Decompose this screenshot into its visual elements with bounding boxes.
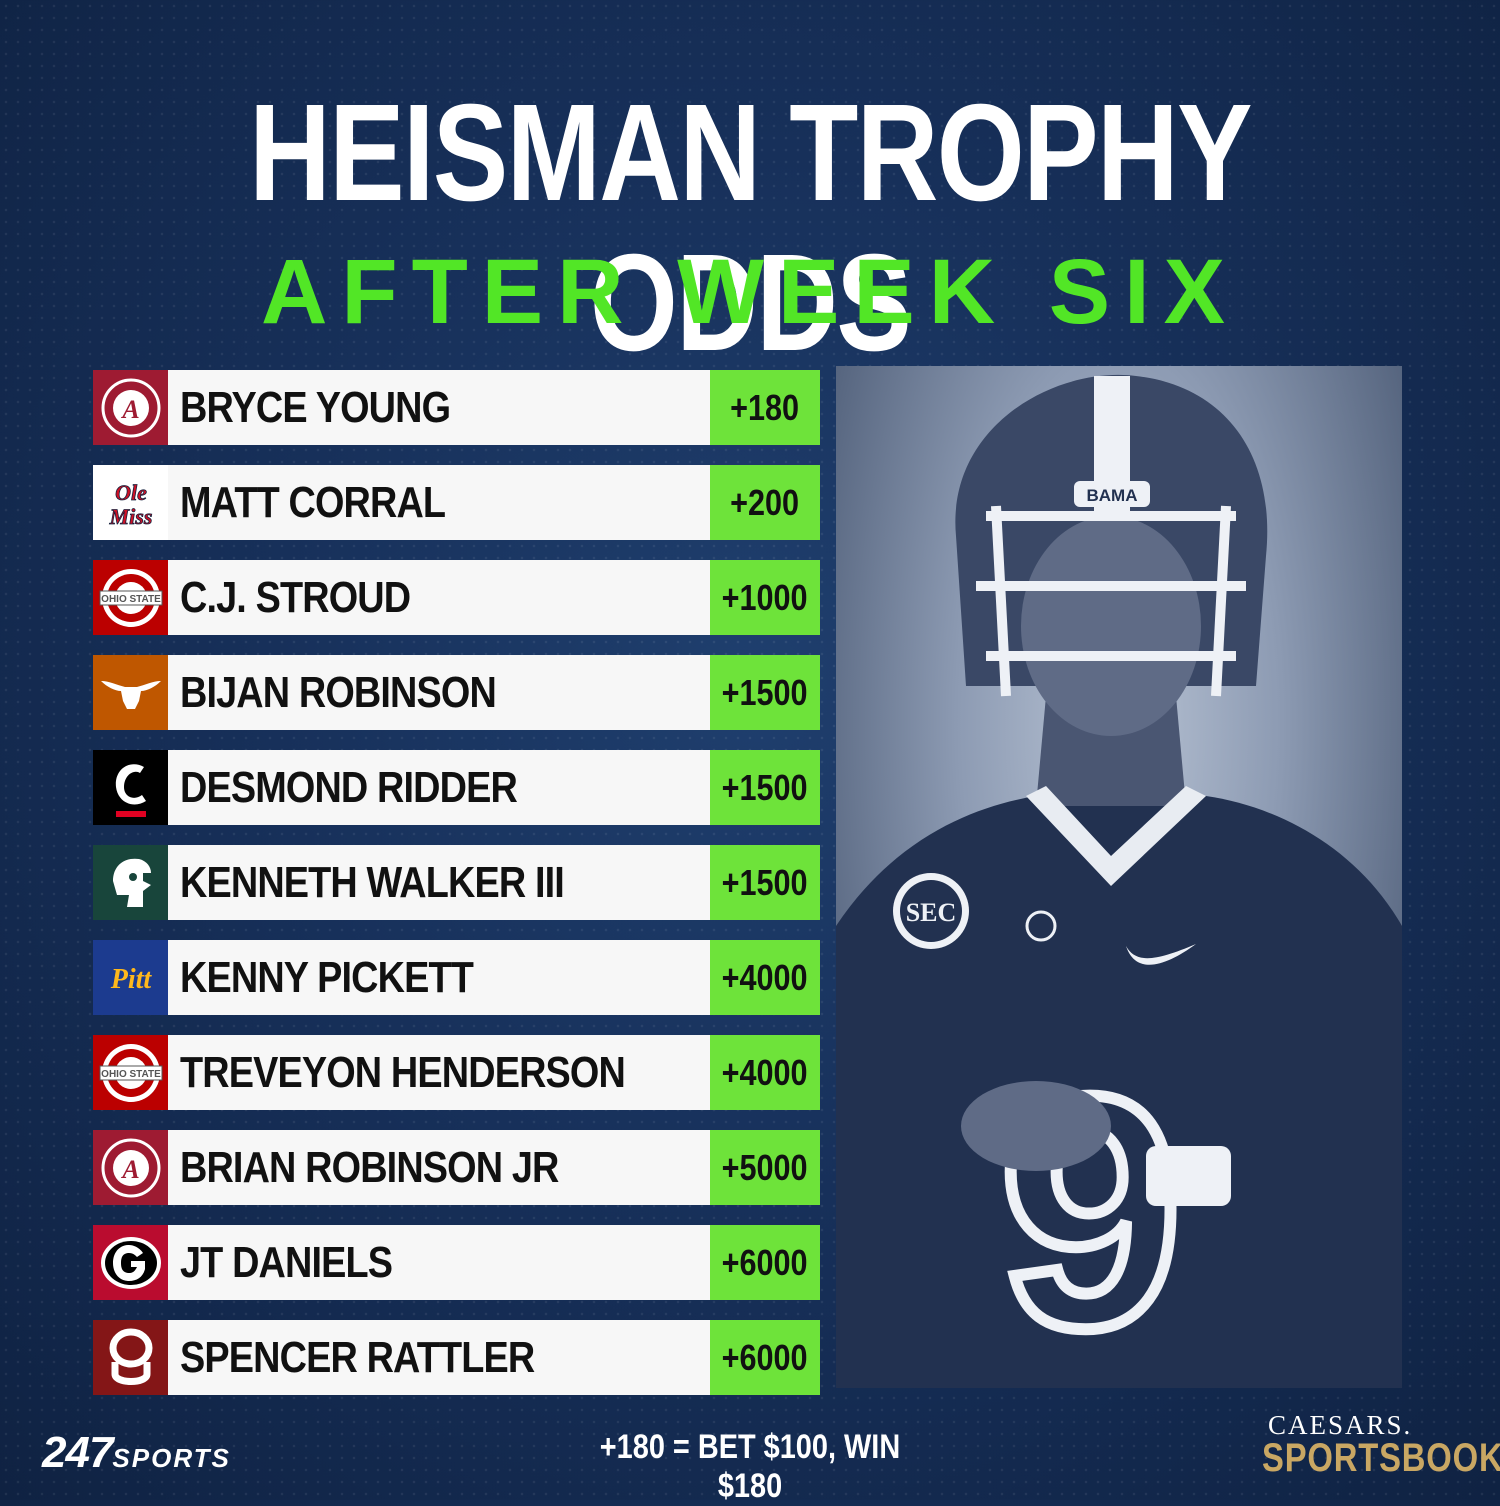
odds-row: A BRIAN ROBINSON JR +5000	[93, 1130, 820, 1205]
odds-cell: +200	[710, 465, 820, 540]
odds-row: DESMOND RIDDER +1500	[93, 750, 820, 825]
odds-value: +6000	[722, 1241, 808, 1283]
ole-miss-logo-icon: Ole Miss	[93, 465, 168, 540]
247sports-logo: 247SPORTS	[42, 1428, 231, 1478]
player-name: KENNY PICKETT	[180, 952, 474, 1002]
ohio-state-logo-icon: OHIO STATE	[93, 560, 168, 635]
ohio-state-logo-icon: OHIO STATE	[93, 1035, 168, 1110]
odds-row: A BRYCE YOUNG +180	[93, 370, 820, 445]
odds-cell: +180	[710, 370, 820, 445]
player-name: BRYCE YOUNG	[180, 382, 451, 432]
player-name-cell: BRYCE YOUNG	[168, 370, 710, 445]
alabama-logo-icon: A	[93, 370, 168, 445]
page-subtitle: AFTER WEEK SIX	[260, 241, 1240, 343]
odds-cell: +1500	[710, 655, 820, 730]
odds-row: JT DANIELS +6000	[93, 1225, 820, 1300]
svg-text:OHIO STATE: OHIO STATE	[101, 1069, 161, 1080]
caesars-logo-text: CAESARS.	[1268, 1410, 1413, 1440]
helmet-text: BAMA	[1087, 486, 1138, 505]
player-name-cell: BRIAN ROBINSON JR	[168, 1130, 710, 1205]
jersey-number: 9	[999, 1027, 1183, 1388]
player-name-cell: BIJAN ROBINSON	[168, 655, 710, 730]
player-name-cell: SPENCER RATTLER	[168, 1320, 710, 1395]
texas-longhorns-logo-icon	[93, 655, 168, 730]
odds-row: Pitt KENNY PICKETT +4000	[93, 940, 820, 1015]
player-name: MATT CORRAL	[180, 477, 446, 527]
svg-text:Pitt: Pitt	[109, 964, 152, 995]
player-name: KENNETH WALKER III	[180, 857, 565, 907]
pitt-logo-icon: Pitt	[93, 940, 168, 1015]
odds-value: +4000	[722, 1051, 808, 1093]
odds-cell: +4000	[710, 940, 820, 1015]
odds-value: +1000	[722, 576, 808, 618]
cincinnati-logo-icon	[93, 750, 168, 825]
odds-cell: +1500	[710, 845, 820, 920]
player-name: BRIAN ROBINSON JR	[180, 1142, 559, 1192]
odds-value: +1500	[722, 671, 808, 713]
odds-row: Ole Miss MATT CORRAL +200	[93, 465, 820, 540]
player-name-cell: KENNETH WALKER III	[168, 845, 710, 920]
odds-row: OHIO STATE C.J. STROUD +1000	[93, 560, 820, 635]
page-title: HEISMAN TROPHY ODDS	[249, 76, 1252, 380]
brand-word: SPORTS	[112, 1443, 231, 1473]
player-name: DESMOND RIDDER	[180, 762, 518, 812]
odds-cell: +5000	[710, 1130, 820, 1205]
odds-cell: +1500	[710, 750, 820, 825]
odds-value: +4000	[722, 956, 808, 998]
player-name: C.J. STROUD	[180, 572, 411, 622]
odds-cell: +1000	[710, 560, 820, 635]
player-photo: BAMA SEC 9	[836, 366, 1402, 1388]
odds-cell: +4000	[710, 1035, 820, 1110]
player-name: TREVEYON HENDERSON	[180, 1047, 626, 1097]
svg-text:A: A	[120, 1155, 139, 1184]
odds-cell: +6000	[710, 1320, 820, 1395]
odds-value: +1500	[722, 766, 808, 808]
player-name: SPENCER RATTLER	[180, 1332, 535, 1382]
player-name-cell: DESMOND RIDDER	[168, 750, 710, 825]
player-name-cell: KENNY PICKETT	[168, 940, 710, 1015]
svg-text:A: A	[120, 395, 139, 424]
oklahoma-logo-icon	[93, 1320, 168, 1395]
odds-row: BIJAN ROBINSON +1500	[93, 655, 820, 730]
player-name-cell: TREVEYON HENDERSON	[168, 1035, 710, 1110]
odds-value: +200	[730, 481, 800, 523]
svg-text:Ole: Ole	[115, 480, 147, 505]
odds-cell: +6000	[710, 1225, 820, 1300]
sportsbook-logo-text: SPORTSBOOK	[1262, 1436, 1500, 1480]
player-name: JT DANIELS	[180, 1237, 393, 1287]
svg-text:Miss: Miss	[108, 504, 152, 529]
michigan-state-logo-icon	[93, 845, 168, 920]
sec-patch-text: SEC	[906, 898, 957, 927]
alabama-logo-icon: A	[93, 1130, 168, 1205]
odds-value: +5000	[722, 1146, 808, 1188]
odds-value: +6000	[722, 1336, 808, 1378]
player-name-cell: JT DANIELS	[168, 1225, 710, 1300]
svg-text:OHIO STATE: OHIO STATE	[101, 594, 161, 605]
odds-explanation: +180 = BET $100, WIN $180	[599, 1428, 901, 1505]
odds-row: OHIO STATE TREVEYON HENDERSON +4000	[93, 1035, 820, 1110]
georgia-logo-icon	[93, 1225, 168, 1300]
player-name: BIJAN ROBINSON	[180, 667, 497, 717]
odds-row: SPENCER RATTLER +6000	[93, 1320, 820, 1395]
odds-value: +180	[730, 386, 800, 428]
brand-number: 247	[42, 1428, 113, 1477]
odds-value: +1500	[722, 861, 808, 903]
player-name-cell: C.J. STROUD	[168, 560, 710, 635]
player-name-cell: MATT CORRAL	[168, 465, 710, 540]
odds-row: KENNETH WALKER III +1500	[93, 845, 820, 920]
